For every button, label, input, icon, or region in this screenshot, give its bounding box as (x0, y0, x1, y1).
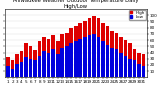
Bar (47, 39, 51, 77)
Bar (65, 33, 68, 77)
Title: Milwaukee Weather Outdoor Temperature Daily High/Low: Milwaukee Weather Outdoor Temperature Da… (13, 0, 139, 9)
Legend: High, Low: High, Low (129, 10, 146, 20)
Bar (6, 66, 10, 77)
Bar (74, 41, 78, 77)
Bar (24, 43, 28, 77)
Bar (11, 60, 14, 77)
Bar (79, 23, 82, 77)
Bar (101, 23, 105, 77)
Bar (60, 48, 64, 77)
Bar (69, 43, 73, 77)
Bar (56, 54, 60, 77)
Bar (65, 46, 68, 77)
Bar (133, 49, 136, 77)
Bar (142, 54, 145, 77)
Bar (42, 37, 46, 77)
Bar (115, 33, 118, 77)
Bar (51, 35, 55, 77)
Bar (83, 37, 87, 77)
Bar (124, 56, 127, 77)
Bar (29, 46, 32, 77)
Bar (38, 41, 41, 77)
Bar (119, 53, 123, 77)
Bar (128, 59, 132, 77)
Bar (101, 41, 105, 77)
Bar (106, 26, 109, 77)
Bar (47, 53, 51, 77)
Bar (96, 18, 100, 77)
Bar (83, 21, 87, 77)
Bar (33, 60, 37, 77)
Bar (110, 31, 114, 77)
Bar (6, 58, 10, 77)
Bar (110, 48, 114, 77)
Bar (24, 58, 28, 77)
Bar (142, 66, 145, 77)
Bar (74, 26, 78, 77)
Bar (20, 51, 23, 77)
Bar (33, 50, 37, 77)
Bar (69, 28, 73, 77)
Bar (11, 69, 14, 77)
Bar (79, 39, 82, 77)
Bar (38, 56, 41, 77)
Bar (115, 49, 118, 77)
Bar (92, 34, 96, 77)
Bar (60, 34, 64, 77)
Bar (20, 62, 23, 77)
Bar (128, 43, 132, 77)
Bar (88, 18, 91, 77)
Bar (15, 64, 19, 77)
Bar (106, 45, 109, 77)
Bar (42, 51, 46, 77)
Bar (137, 53, 141, 77)
Bar (119, 37, 123, 77)
Bar (96, 37, 100, 77)
Bar (88, 35, 91, 77)
Bar (56, 41, 60, 77)
Bar (137, 64, 141, 77)
Bar (29, 59, 32, 77)
Bar (124, 40, 127, 77)
Bar (92, 16, 96, 77)
Bar (15, 54, 19, 77)
Bar (133, 60, 136, 77)
Bar (51, 49, 55, 77)
